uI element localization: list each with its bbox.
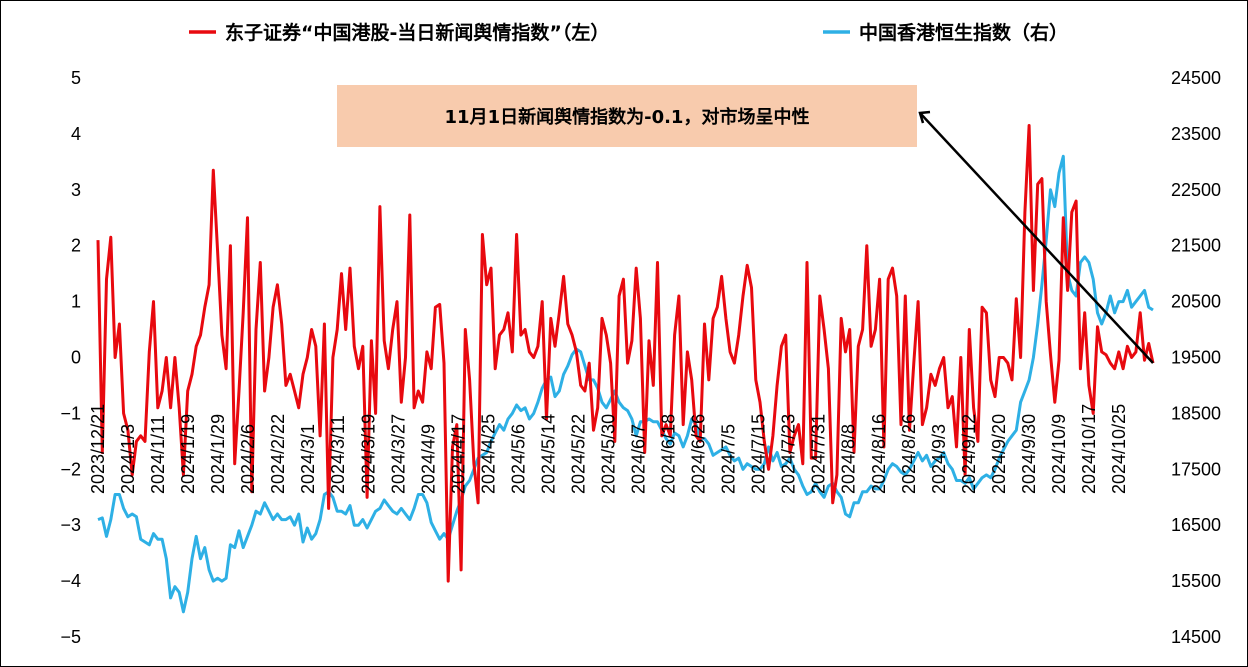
x-tick-label: 2024/9/12 <box>959 414 979 494</box>
hang-seng-line <box>97 154 1154 614</box>
x-tick-label: 2024/5/6 <box>508 424 528 494</box>
left-y-tick-label: 2 <box>71 236 81 256</box>
sentiment-series <box>96 124 1155 583</box>
x-tick-label: 2024/4/17 <box>448 414 468 494</box>
x-tick-label: 2024/9/30 <box>1019 414 1039 494</box>
right-y-tick-label: 20500 <box>1171 292 1221 312</box>
x-tick-label: 2024/1/19 <box>178 414 198 494</box>
right-y-tick-label: 21500 <box>1171 236 1221 256</box>
x-tick-label: 2024/10/17 <box>1079 404 1099 494</box>
x-tick-label: 2024/7/31 <box>809 414 829 494</box>
left-y-tick-label: −2 <box>60 459 81 479</box>
annotation-callout: 11月1日新闻舆情指数为-0.1，对市场呈中性 <box>337 85 1154 364</box>
x-tick-label: 2024/3/1 <box>298 424 318 494</box>
left-y-tick-label: −5 <box>60 627 81 647</box>
left-y-tick-label: 1 <box>71 292 81 312</box>
left-y-tick-label: 5 <box>71 68 81 88</box>
annotation-arrow-head <box>918 110 931 124</box>
x-tick-label: 2024/8/26 <box>899 414 919 494</box>
right-y-tick-label: 18500 <box>1171 403 1221 423</box>
x-tick-label: 2024/5/30 <box>599 414 619 494</box>
annotation-arrow-line <box>919 112 1154 364</box>
legend: 东子证券“中国港股-当日新闻舆情指数”（左） 中国香港恒生指数（右） <box>189 21 1068 44</box>
left-y-tick-label: −3 <box>60 515 81 535</box>
x-tick-label: 2024/7/15 <box>749 414 769 494</box>
right-y-tick-label: 14500 <box>1171 627 1221 647</box>
x-tick-label: 2024/1/3 <box>118 424 138 494</box>
left-y-tick-label: 3 <box>71 180 81 200</box>
left-y-tick-label: 4 <box>71 124 81 144</box>
x-tick-label: 2023/12/21 <box>88 404 108 494</box>
right-y-tick-label: 19500 <box>1171 348 1221 368</box>
x-tick-label: 2024/10/9 <box>1049 414 1069 494</box>
x-tick-label: 2024/9/3 <box>929 424 949 494</box>
x-tick-label: 2024/7/23 <box>779 414 799 494</box>
x-tick-label: 2024/2/22 <box>268 414 288 494</box>
x-tick-label: 2024/1/29 <box>208 414 228 494</box>
x-tick-label: 2024/2/6 <box>238 424 258 494</box>
left-y-tick-label: −4 <box>60 571 81 591</box>
right-y-tick-label: 17500 <box>1171 459 1221 479</box>
x-tick-label: 2024/1/11 <box>148 415 168 494</box>
right-y-tick-label: 22500 <box>1171 180 1221 200</box>
left-y-tick-label: −1 <box>60 403 81 423</box>
right-y-tick-label: 23500 <box>1171 124 1221 144</box>
annotation-box <box>337 85 917 147</box>
x-tick-label: 2024/9/20 <box>989 414 1009 494</box>
legend-label-hang-seng-index: 中国香港恒生指数（右） <box>859 21 1068 44</box>
x-tick-label: 2024/8/8 <box>839 424 859 494</box>
x-tick-label: 2024/3/19 <box>358 414 378 494</box>
left-y-tick-label: 0 <box>71 348 81 368</box>
x-tick-label: 2024/10/25 <box>1109 404 1129 494</box>
x-tick-label: 2024/6/26 <box>689 414 709 494</box>
sentiment-line <box>96 124 1155 583</box>
right-y-tick-label: 15500 <box>1171 571 1221 591</box>
right-y-tick-label: 24500 <box>1171 68 1221 88</box>
hang-seng-series <box>97 154 1154 614</box>
right-y-axis: 24500 23500 22500 21500 20500 19500 18500 17500… <box>1171 68 1221 647</box>
x-tick-label: 2024/4/25 <box>478 414 498 494</box>
x-axis-date-labels: 2023/12/21 2024/1/3 2024/1/11 2024/1/19 2024… <box>88 404 1129 494</box>
legend-label-sentiment-index: 东子证券“中国港股-当日新闻舆情指数”（左） <box>225 21 609 44</box>
annotation-text: 11月1日新闻舆情指数为-0.1，对市场呈中性 <box>445 106 810 128</box>
x-tick-label: 2024/8/16 <box>869 414 889 494</box>
right-y-tick-label: 16500 <box>1171 515 1221 535</box>
x-tick-label: 2024/7/5 <box>719 424 739 494</box>
x-tick-label: 2024/3/27 <box>388 414 408 494</box>
x-tick-label: 2024/6/18 <box>659 414 679 494</box>
x-tick-label: 2024/5/14 <box>538 414 558 494</box>
x-tick-label: 2024/6/7 <box>629 424 649 494</box>
x-tick-label: 2024/3/11 <box>328 415 348 494</box>
x-tick-label: 2024/4/9 <box>418 424 438 494</box>
left-y-axis: 5 4 3 2 1 0 −1 −2 −3 −4 −5 <box>60 68 81 647</box>
x-tick-label: 2024/5/22 <box>569 414 589 494</box>
